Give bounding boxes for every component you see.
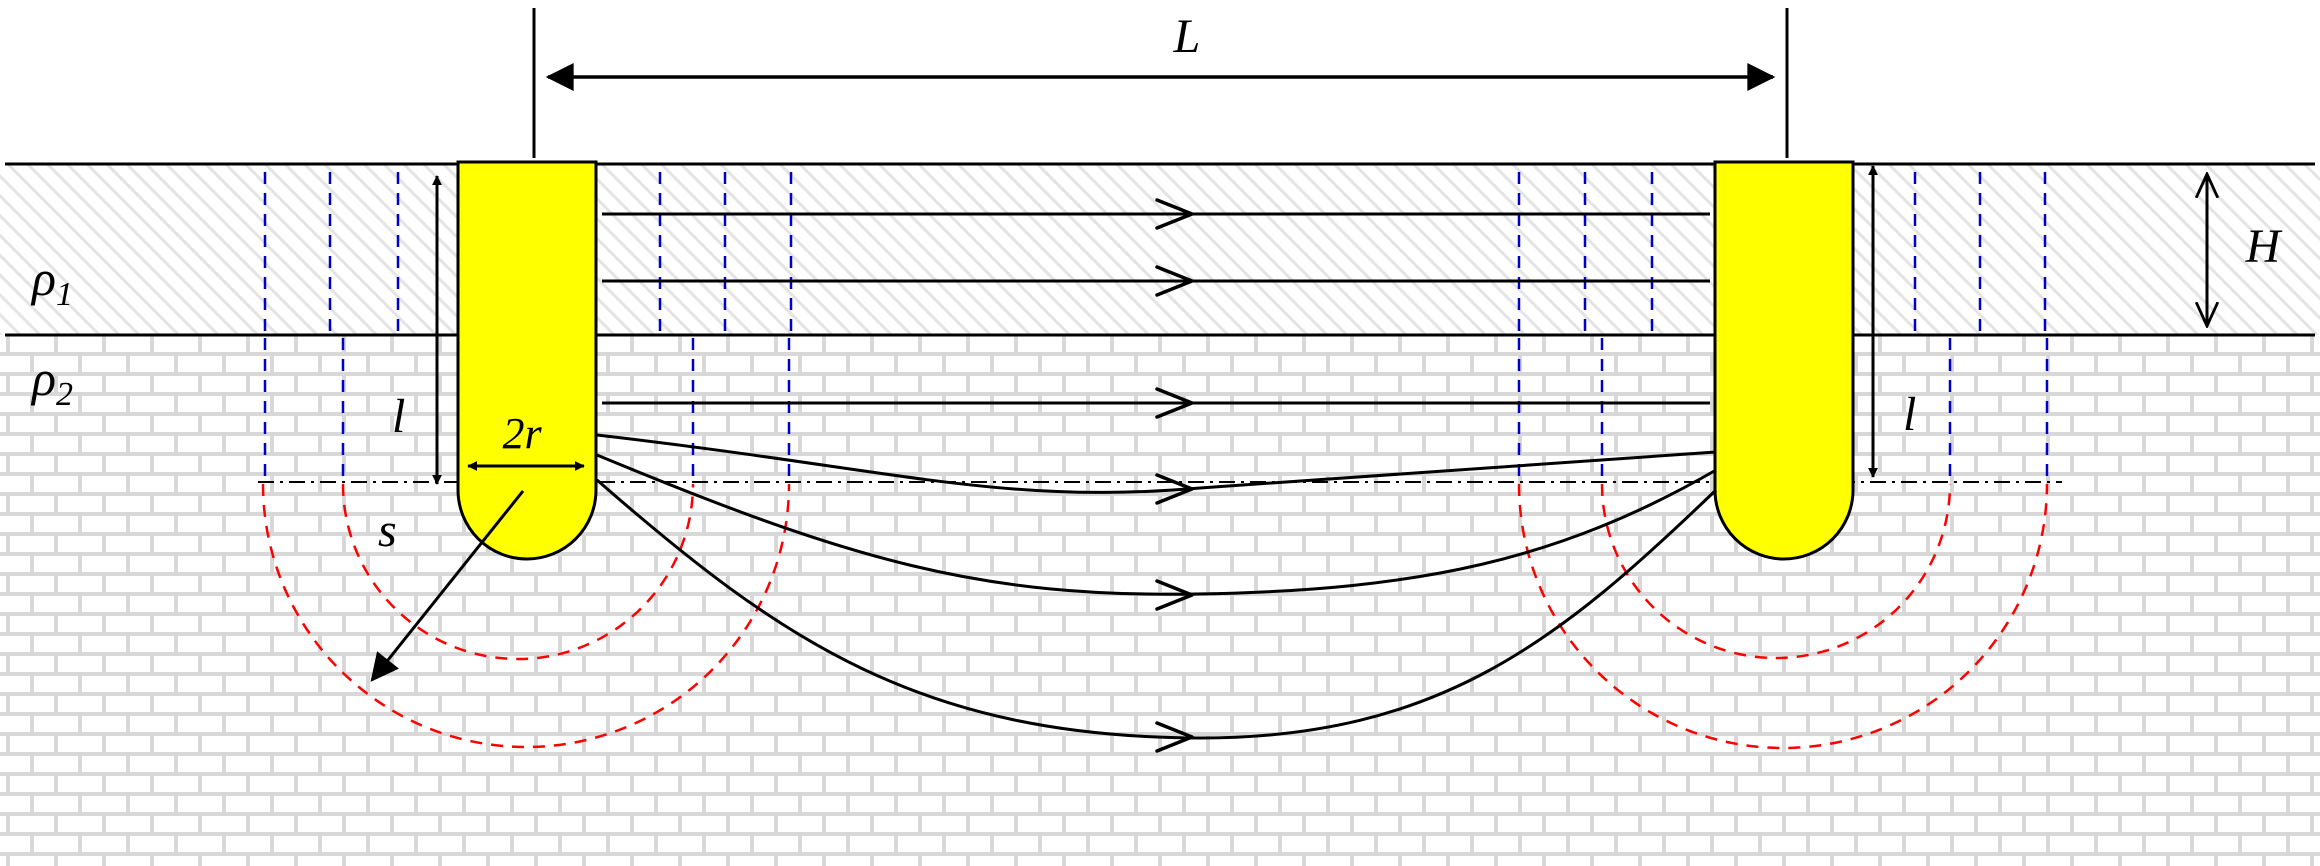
radius-label: s (378, 504, 397, 557)
current-direction-arrows (1155, 198, 1194, 753)
length-label-left: l (392, 390, 405, 443)
distance-label: L (1173, 10, 1201, 63)
current-arrowhead-2 (1155, 265, 1194, 297)
upper-equipotential-lines (263, 172, 2049, 484)
radius-s-arrow (370, 490, 525, 682)
left-electrode (456, 160, 598, 561)
upper-soil-layer (0, 165, 2320, 335)
diameter-label: 2r (502, 409, 542, 458)
current-flow-lines (596, 212, 1718, 740)
length-label-right: l (1903, 388, 1916, 441)
right-electrode (1713, 160, 1855, 561)
current-line-5 (596, 453, 1717, 596)
resistivity-lower-label: ρ2 (30, 350, 73, 413)
current-arrowhead-6 (1155, 721, 1194, 753)
current-arrowhead-3 (1155, 387, 1194, 419)
resistivity-upper-label: ρ1 (30, 250, 73, 313)
current-arrowhead-4 (1155, 473, 1194, 505)
current-line-4 (596, 433, 1717, 494)
current-line-6 (596, 478, 1718, 740)
current-arrowhead-5 (1155, 579, 1194, 611)
thickness-label: H (2245, 220, 2283, 273)
current-arrowhead-1 (1155, 198, 1194, 230)
